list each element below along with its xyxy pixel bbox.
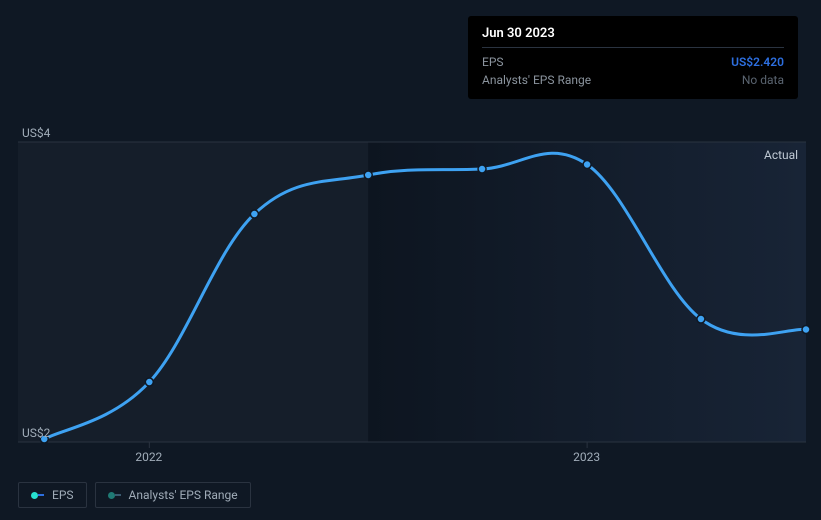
legend-swatch (108, 492, 121, 499)
tooltip-date: Jun 30 2023 (482, 26, 784, 48)
tooltip-row-label: Analysts' EPS Range (482, 73, 639, 87)
chart-tooltip: Jun 30 2023 EPS US$2.420 Analysts' EPS R… (468, 16, 798, 99)
x-axis-label: 2023 (573, 450, 600, 464)
legend-label: EPS (52, 488, 74, 502)
tooltip-row-label: EPS (482, 55, 639, 69)
chart-legend: EPS Analysts' EPS Range (18, 482, 251, 508)
legend-item-eps[interactable]: EPS (18, 482, 87, 508)
tooltip-row-value: US$2.420 (731, 55, 784, 69)
y-axis-label: US$4 (22, 126, 50, 140)
legend-swatch (31, 492, 44, 499)
tooltip-row-value: No data (742, 73, 784, 87)
actual-label: Actual (764, 148, 798, 162)
legend-label: Analysts' EPS Range (129, 488, 238, 502)
legend-item-eps-range[interactable]: Analysts' EPS Range (95, 482, 251, 508)
x-axis-label: 2022 (135, 450, 162, 464)
y-axis-label: US$2 (22, 426, 50, 440)
